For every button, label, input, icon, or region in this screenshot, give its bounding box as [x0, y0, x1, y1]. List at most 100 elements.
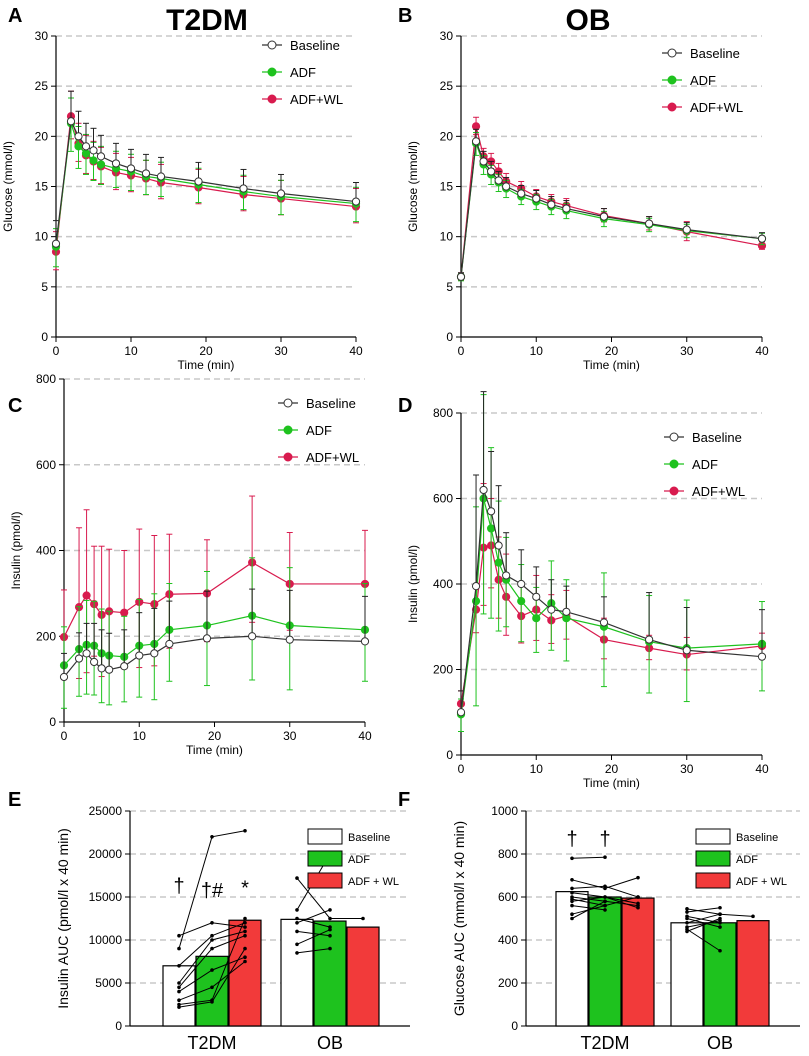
- subject-point: [177, 1005, 181, 1009]
- y-tick-label: 0: [446, 330, 453, 344]
- subject-point: [328, 916, 332, 921]
- panel-c: C 0 200 400 600 800 Insulin (pmol/l) 0 10 20 30 40 T…: [8, 372, 372, 757]
- bar: [621, 897, 655, 1027]
- legend-item: ADF + WL: [307, 872, 399, 889]
- series-line: [460, 498, 763, 715]
- y-tick-label: 800: [498, 847, 518, 861]
- legend-swatch: [695, 828, 731, 845]
- subject-point: [295, 942, 299, 947]
- data-point: [105, 665, 114, 674]
- x-tick-label: 30: [680, 344, 694, 358]
- data-point: [532, 614, 541, 623]
- x-tick-label: 30: [283, 729, 297, 743]
- legend-label: ADF+WL: [692, 484, 745, 499]
- data-point: [682, 225, 691, 234]
- data-point: [645, 219, 654, 228]
- significance-marker: †: [566, 828, 577, 850]
- legend-item: ADF: [262, 65, 316, 80]
- y-tick-label: 600: [433, 492, 453, 506]
- subject-line: [571, 856, 606, 859]
- data-point: [248, 632, 257, 641]
- data-point: [165, 639, 174, 649]
- legend-label: ADF+WL: [690, 100, 743, 115]
- subject-point: [636, 905, 640, 910]
- x-tick-label: 10: [133, 729, 147, 743]
- y-axis-label: Glucose (mmol/l): [1, 141, 15, 232]
- y-tick-label: 400: [433, 577, 453, 591]
- subject-point: [210, 933, 214, 938]
- legend-marker: [267, 94, 277, 104]
- y-tick-label: 15000: [89, 890, 123, 904]
- legend-label: ADF: [306, 423, 332, 438]
- y-tick-label: 10: [440, 230, 454, 244]
- subject-point: [243, 929, 247, 934]
- x-tick-label: 20: [605, 344, 619, 358]
- data-point: [562, 607, 571, 616]
- legend-label: ADF + WL: [736, 876, 787, 888]
- y-axis-label: Insulin (pmol/l): [406, 545, 420, 623]
- subject-point: [718, 948, 722, 953]
- y-tick-label: 20: [440, 129, 454, 143]
- subject-line: [296, 918, 331, 928]
- legend-marker: [283, 425, 293, 435]
- x-tick-label: 30: [274, 344, 288, 358]
- y-tick-label: 200: [36, 629, 56, 643]
- legend-item: Baseline: [262, 38, 340, 53]
- subject-point: [243, 828, 247, 833]
- data-point: [487, 507, 496, 516]
- subject-point: [295, 951, 299, 955]
- subject-line: [686, 920, 721, 928]
- bar: [346, 926, 380, 1027]
- legend-item: ADF+WL: [664, 484, 745, 499]
- x-axis-label: Time (min): [186, 743, 243, 757]
- legend-item: ADF: [278, 423, 332, 438]
- legend-item: ADF+WL: [262, 92, 343, 107]
- data-point: [479, 157, 488, 166]
- legend-item: ADF+WL: [662, 100, 743, 115]
- legend-item: Baseline: [695, 828, 778, 845]
- subject-point: [210, 938, 214, 942]
- subject-point: [570, 912, 574, 916]
- subject-point: [210, 835, 214, 839]
- subject-line: [571, 900, 606, 919]
- x-axis-label: Time (min): [178, 358, 235, 372]
- legend-label: ADF: [736, 854, 758, 866]
- y-tick-label: 30: [440, 29, 454, 43]
- legend-marker: [667, 102, 677, 112]
- subject-line: [686, 928, 721, 952]
- y-tick-label: 200: [433, 663, 453, 677]
- series-line: [460, 126, 763, 277]
- data-point: [502, 182, 511, 191]
- subject-point: [177, 985, 181, 990]
- legend-item: ADF: [695, 850, 758, 867]
- data-point: [150, 649, 159, 658]
- data-point: [517, 597, 526, 606]
- category-label: OB: [707, 1033, 733, 1053]
- subject-line: [686, 913, 721, 924]
- series-line: [460, 143, 763, 277]
- data-point: [156, 172, 166, 181]
- data-point: [532, 592, 541, 601]
- x-tick-label: 0: [53, 344, 60, 358]
- y-tick-label: 20: [35, 129, 49, 143]
- legend-item: ADF: [664, 457, 718, 472]
- subject-line: [296, 929, 331, 945]
- x-tick-label: 10: [530, 762, 544, 776]
- legend-label: Baseline: [690, 46, 740, 61]
- legend-label: ADF: [348, 854, 370, 866]
- subject-point: [243, 959, 247, 964]
- legend-item: Baseline: [278, 396, 356, 411]
- legend-marker: [669, 459, 679, 469]
- subject-point: [570, 856, 574, 861]
- subject-point: [603, 884, 607, 889]
- legend-label: ADF: [290, 65, 316, 80]
- subject-point: [603, 899, 607, 904]
- data-point: [471, 582, 481, 591]
- legend-label: Baseline: [692, 430, 742, 445]
- x-tick-label: 0: [61, 729, 68, 743]
- subject-point: [177, 998, 181, 1002]
- category-label: OB: [317, 1033, 343, 1053]
- x-axis-label: Time (min): [583, 776, 640, 790]
- legend-marker: [283, 398, 293, 408]
- x-tick-label: 30: [680, 762, 694, 776]
